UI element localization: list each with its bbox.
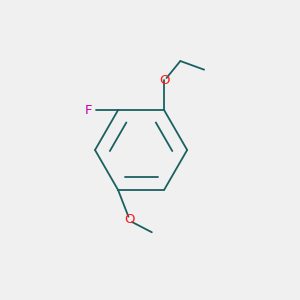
Text: F: F	[85, 103, 93, 117]
Text: O: O	[159, 74, 169, 87]
Text: O: O	[125, 213, 135, 226]
